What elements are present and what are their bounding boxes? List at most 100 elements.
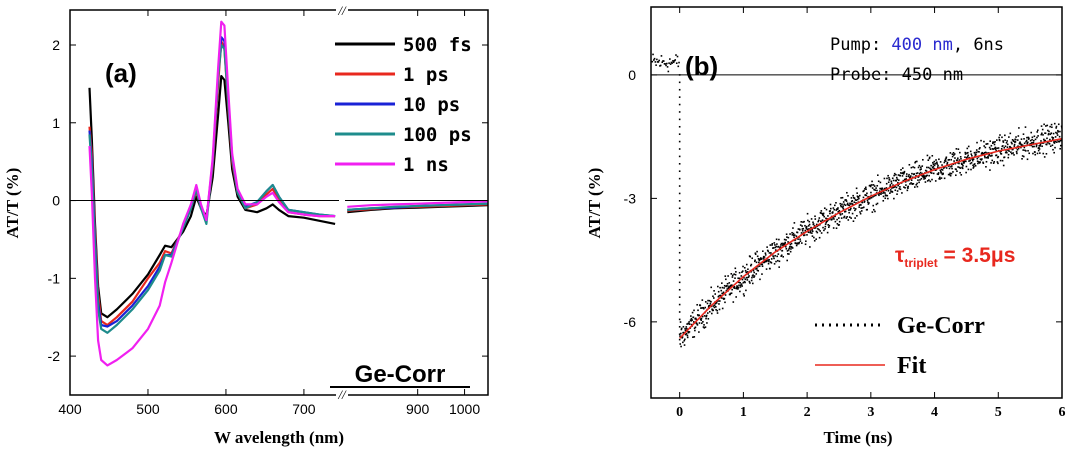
data-point: [705, 317, 707, 320]
data-point: [1036, 136, 1038, 139]
panel-a-y-tick-label: 2: [52, 37, 60, 53]
data-point: [868, 202, 870, 204]
data-point: [690, 315, 692, 317]
data-point: [865, 188, 867, 191]
data-point: [791, 231, 793, 234]
data-point: [743, 294, 745, 297]
data-point: [1024, 150, 1027, 152]
data-point: [694, 329, 696, 332]
data-point: [931, 166, 934, 169]
data-point: [672, 61, 675, 64]
data-point: [856, 192, 858, 194]
data-point: [1011, 139, 1014, 141]
data-point: [812, 223, 815, 225]
data-point: [892, 186, 895, 189]
data-point: [848, 204, 851, 207]
data-point: [1000, 148, 1003, 150]
pump-suffix: , 6ns: [953, 35, 1004, 55]
panel-b-label: (b): [685, 51, 718, 81]
data-point: [773, 263, 776, 265]
data-point: [752, 269, 755, 272]
data-point: [921, 165, 924, 167]
data-point: [743, 266, 746, 269]
data-point: [838, 220, 841, 223]
panel-b-x-tick-label: 5: [995, 405, 1002, 420]
data-point: [1048, 143, 1051, 145]
data-point: [950, 165, 952, 168]
data-point: [726, 282, 729, 285]
data-point: [727, 287, 730, 290]
data-point: [719, 294, 722, 297]
data-point: [787, 249, 790, 251]
data-point: [768, 258, 770, 261]
data-point: [678, 244, 681, 247]
data-point: [992, 141, 994, 143]
data-point: [932, 161, 934, 164]
data-point: [718, 308, 721, 311]
data-point: [758, 261, 760, 264]
data-point: [720, 289, 723, 292]
data-point: [860, 204, 862, 206]
data-point: [979, 161, 981, 163]
sample-name-annotation: Ge-Corr: [355, 361, 446, 388]
data-point: [1052, 137, 1055, 139]
data-point: [832, 227, 835, 229]
data-point: [818, 217, 821, 219]
data-point: [764, 254, 767, 256]
data-point: [871, 187, 874, 189]
data-point: [746, 279, 749, 281]
data-point: [858, 197, 860, 200]
data-point: [929, 167, 931, 170]
data-point: [999, 159, 1002, 162]
data-point: [855, 202, 857, 204]
data-point: [705, 315, 708, 318]
tau-symbol: τ: [895, 244, 905, 267]
data-point: [816, 231, 819, 234]
data-point: [706, 302, 709, 305]
data-point: [760, 257, 762, 259]
data-point: [916, 182, 918, 185]
data-point: [996, 139, 998, 141]
data-point: [1010, 152, 1013, 155]
data-point: [883, 191, 885, 193]
data-point: [992, 162, 995, 164]
data-point: [807, 225, 810, 227]
data-point: [894, 185, 896, 188]
data-point: [817, 220, 819, 223]
data-point: [968, 160, 970, 162]
data-point: [1055, 127, 1057, 129]
data-point: [703, 327, 706, 329]
data-point: [885, 194, 887, 197]
data-point: [669, 58, 671, 60]
data-point: [781, 249, 784, 252]
data-point: [1022, 144, 1024, 147]
data-point: [678, 318, 681, 321]
data-point: [754, 252, 757, 255]
data-point: [983, 145, 985, 147]
data-point: [758, 258, 760, 261]
data-point: [852, 220, 855, 222]
panel-a-y-tick-label: 1: [52, 115, 60, 131]
data-point: [1027, 136, 1030, 139]
data-point: [843, 203, 846, 206]
data-point: [672, 60, 674, 62]
data-point: [655, 64, 657, 66]
data-point: [868, 184, 871, 187]
data-point: [698, 314, 700, 317]
data-point: [700, 322, 703, 325]
data-point: [871, 211, 874, 213]
data-point: [1036, 152, 1039, 155]
data-point: [914, 186, 916, 188]
data-point: [896, 193, 898, 195]
data-point: [1054, 140, 1057, 143]
data-point: [1028, 137, 1030, 140]
data-point: [730, 273, 733, 275]
data-point: [695, 318, 698, 321]
data-point: [757, 257, 760, 260]
data-point: [1037, 129, 1039, 132]
data-point: [972, 164, 974, 167]
data-point: [1043, 139, 1046, 142]
data-point: [818, 228, 820, 231]
data-point: [708, 305, 710, 307]
data-point: [858, 194, 861, 197]
